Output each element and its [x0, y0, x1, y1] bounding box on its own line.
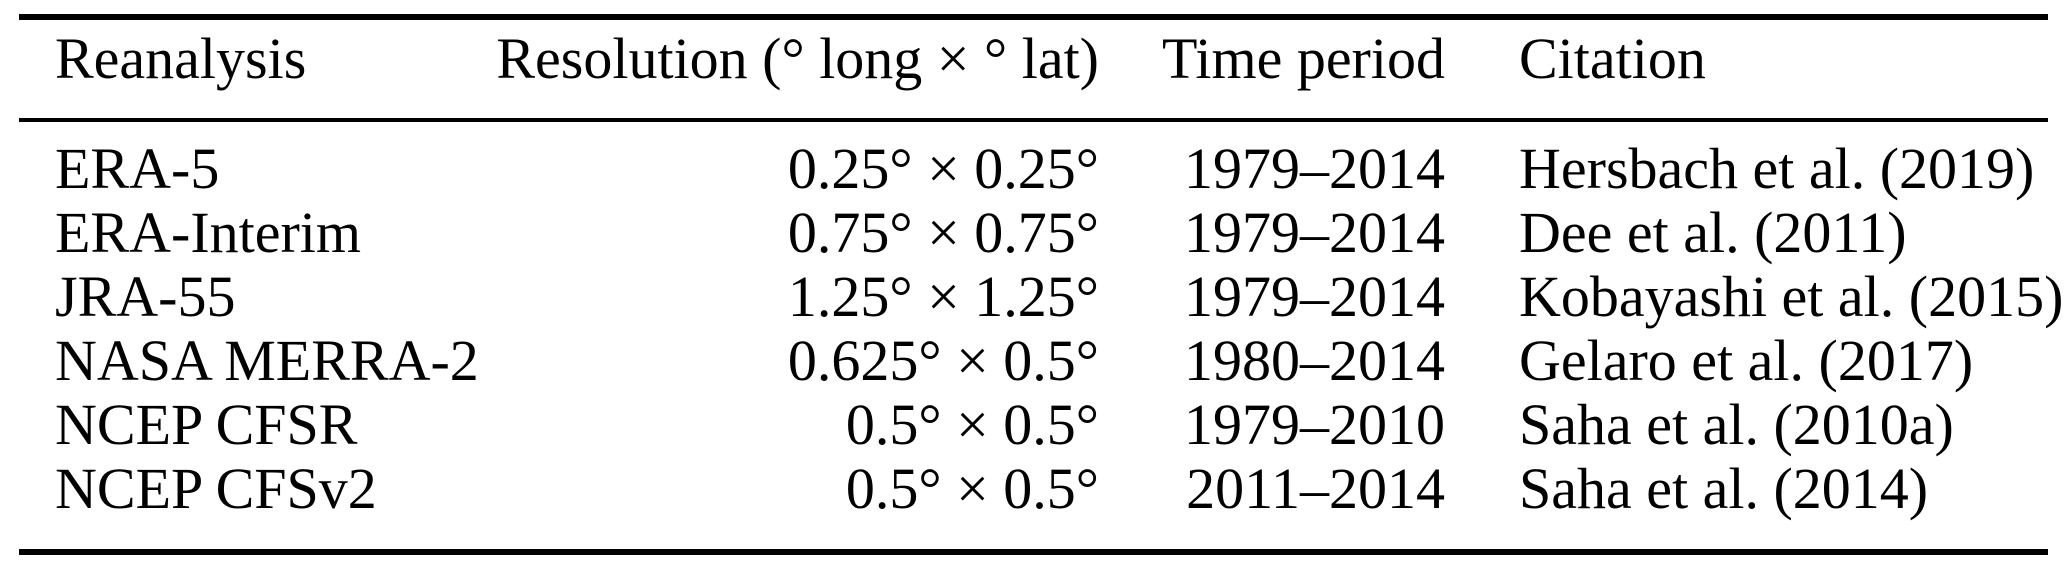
cell-resolution: 0.5° × 0.5° — [845, 456, 1099, 521]
cell-time-period: 1979–2014 — [1184, 200, 1445, 265]
cell-reanalysis: ERA-5 — [55, 136, 220, 201]
table-row: ERA-5 0.25° × 0.25° 1979–2014 Hersbach e… — [19, 120, 2048, 201]
cell-citation: Gelaro et al. (2017) — [1519, 328, 1974, 393]
table-row: NCEP CFSR 0.5° × 0.5° 1979–2010 Saha et … — [19, 393, 2048, 457]
cell-resolution: 0.625° × 0.5° — [787, 328, 1099, 393]
cell-resolution: 1.25° × 1.25° — [787, 264, 1099, 329]
cell-time-period: 2011–2014 — [1186, 456, 1445, 521]
cell-reanalysis: NCEP CFSR — [55, 392, 358, 457]
cell-time-period: 1979–2014 — [1184, 136, 1445, 201]
cell-citation: Saha et al. (2010a) — [1519, 392, 1954, 457]
col-header-citation: Citation — [1519, 26, 1706, 91]
table-row: NCEP CFSv2 0.5° × 0.5° 2011–2014 Saha et… — [19, 457, 2048, 552]
cell-time-period: 1980–2014 — [1184, 328, 1445, 393]
table-row: NASA MERRA-2 0.625° × 0.5° 1980–2014 Gel… — [19, 329, 2048, 393]
cell-citation: Hersbach et al. (2019) — [1519, 136, 2035, 201]
cell-reanalysis: NCEP CFSv2 — [55, 456, 377, 521]
paper-table-page: Reanalysis Resolution (° long × ° lat) T… — [19, 14, 2064, 555]
cell-citation: Saha et al. (2014) — [1519, 456, 1929, 521]
col-header-resolution: Resolution (° long × ° lat) — [496, 26, 1099, 91]
cell-citation: Dee et al. (2011) — [1519, 200, 1907, 265]
cell-reanalysis: JRA-55 — [55, 264, 236, 329]
cell-reanalysis: NASA MERRA-2 — [55, 328, 479, 393]
table-row: ERA-Interim 0.75° × 0.75° 1979–2014 Dee … — [19, 201, 2048, 265]
cell-citation: Kobayashi et al. (2015) — [1519, 264, 2064, 329]
cell-resolution: 0.75° × 0.75° — [787, 200, 1099, 265]
table-row: JRA-55 1.25° × 1.25° 1979–2014 Kobayashi… — [19, 264, 2064, 329]
cell-resolution: 0.25° × 0.25° — [787, 136, 1099, 201]
col-header-reanalysis: Reanalysis — [55, 26, 307, 91]
col-header-time-period: Time period — [1161, 26, 1445, 91]
header-row: Reanalysis Resolution (° long × ° lat) T… — [19, 17, 2048, 120]
cell-reanalysis: ERA-Interim — [55, 200, 362, 265]
cell-time-period: 1979–2014 — [1184, 264, 1445, 329]
cell-time-period: 1979–2010 — [1184, 392, 1445, 457]
cell-resolution: 0.5° × 0.5° — [845, 392, 1099, 457]
reanalysis-table: Reanalysis Resolution (° long × ° lat) T… — [19, 14, 2064, 555]
